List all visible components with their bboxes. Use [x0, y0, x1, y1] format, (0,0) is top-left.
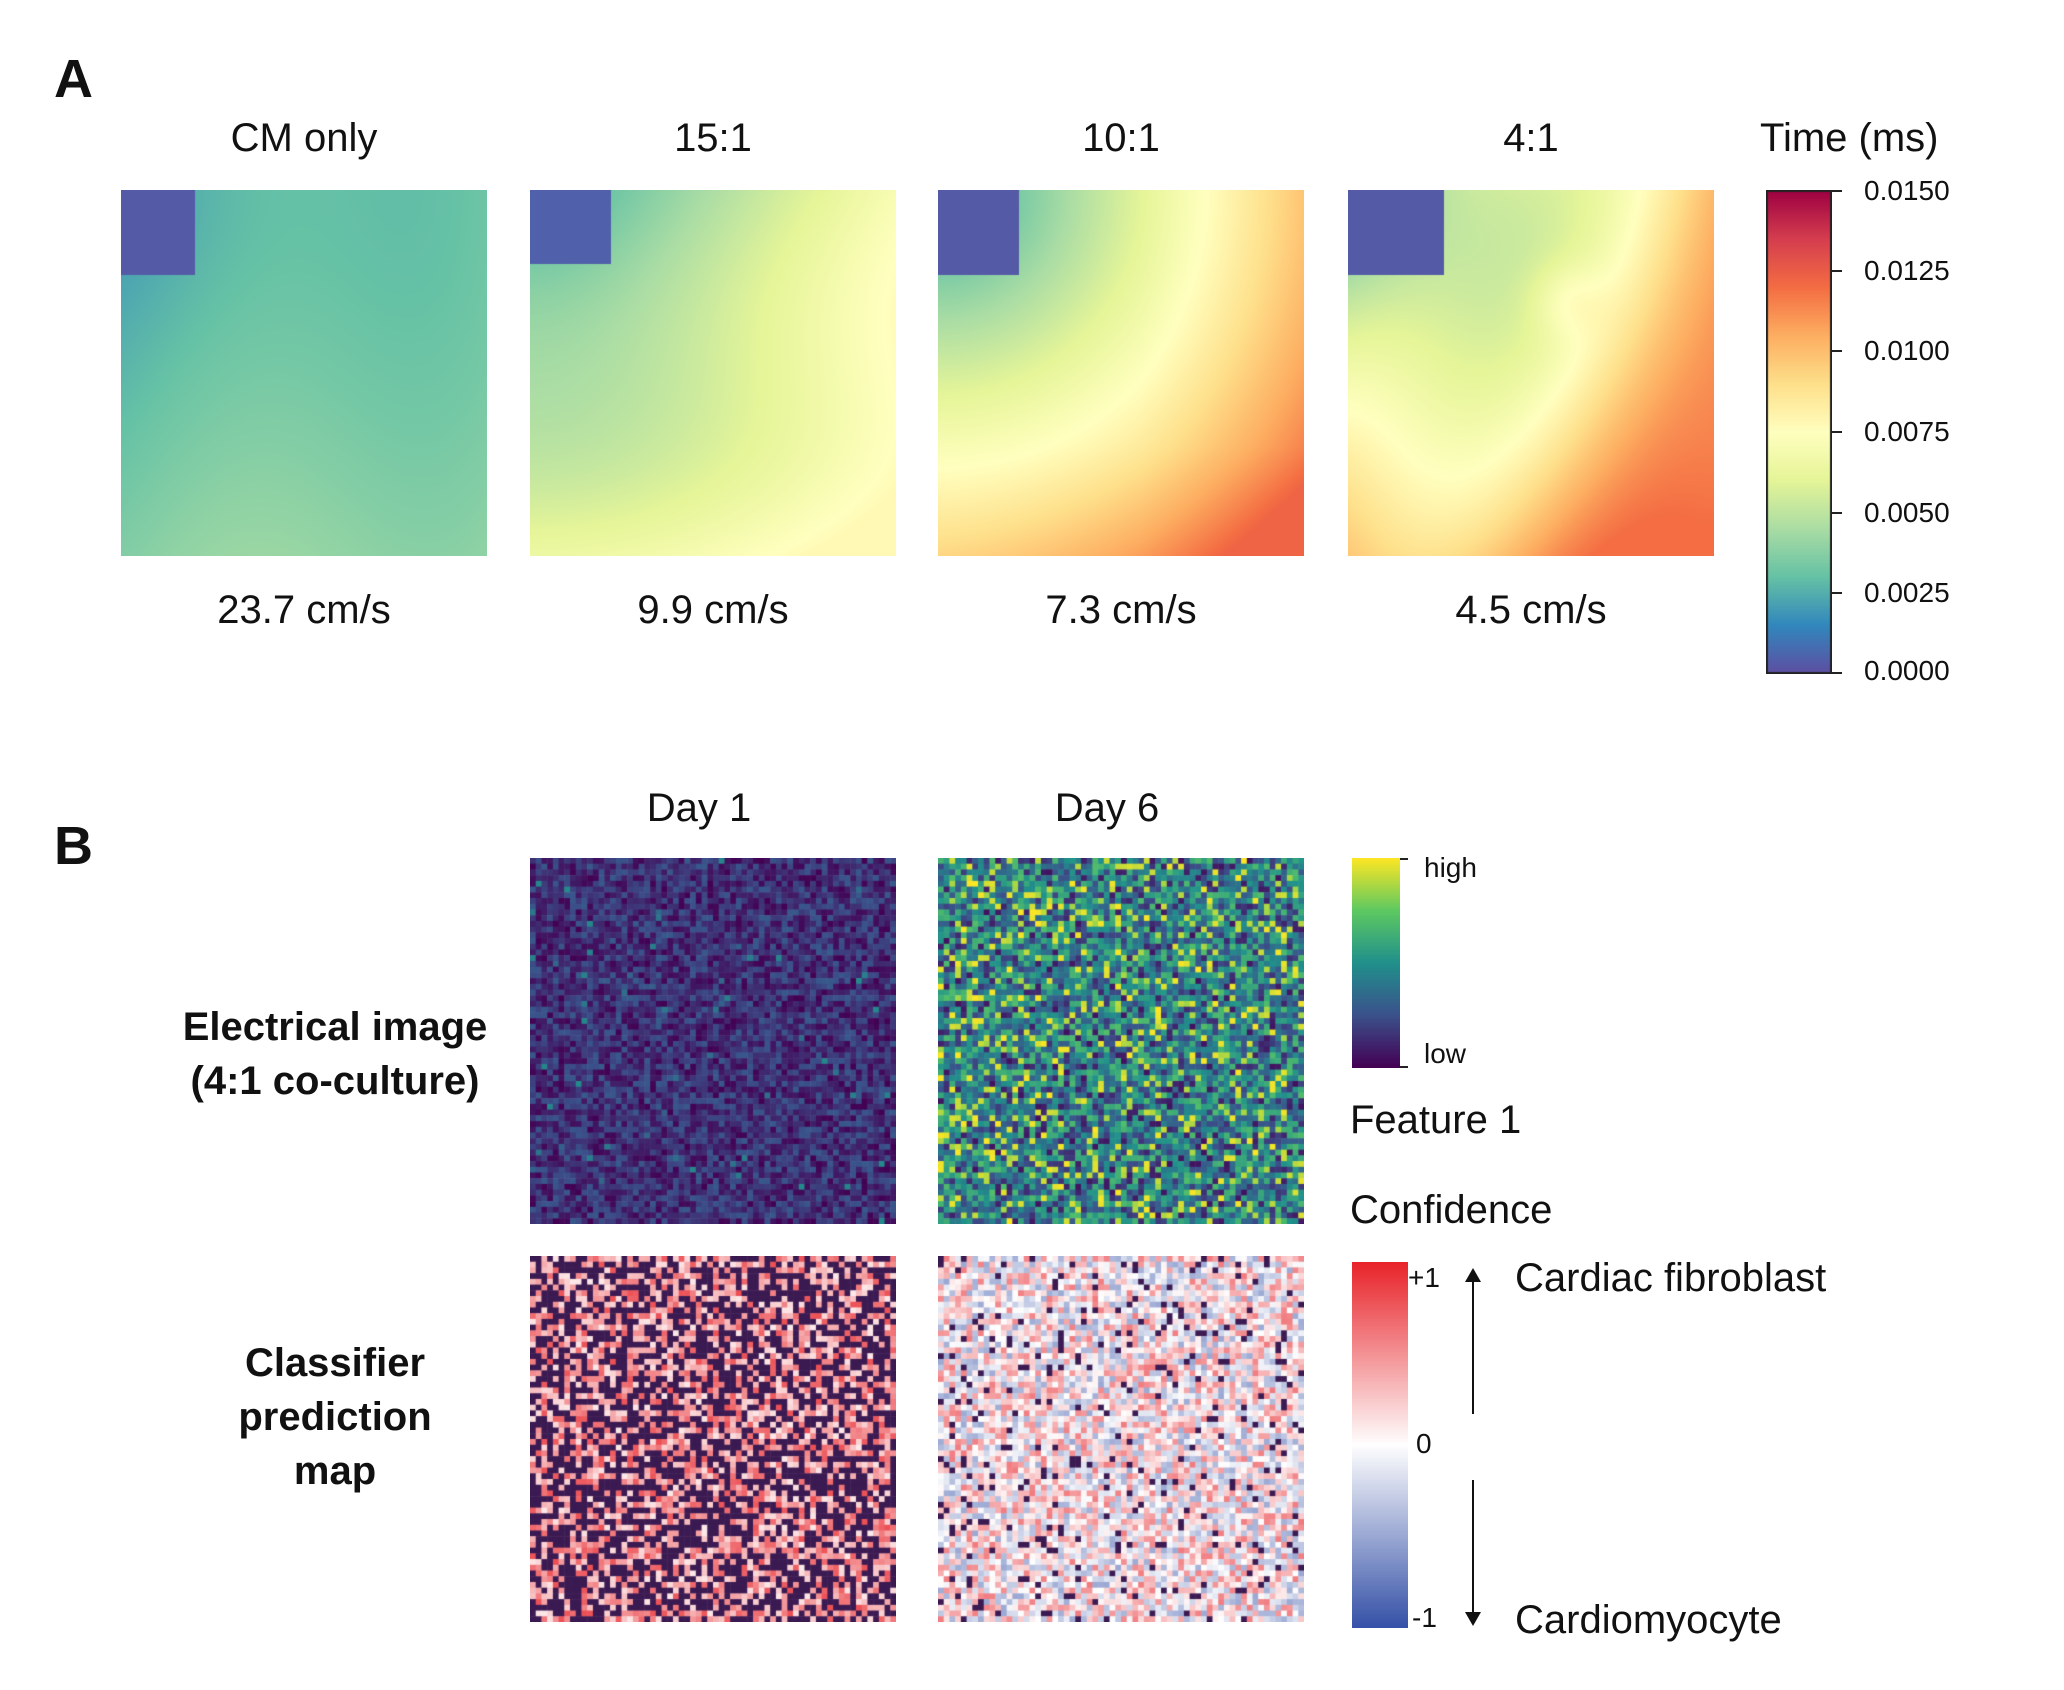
colorbar-tick-label: 0.0000 — [1864, 655, 1950, 686]
prediction-map-day-6 — [938, 1256, 1304, 1622]
electrical-image-day-6 — [938, 858, 1304, 1224]
activation-map-4-1 — [1348, 190, 1714, 556]
feature-high-label: high — [1424, 852, 1477, 883]
map-title-cm-only: CM only — [230, 116, 378, 160]
class-label-fibroblast: Cardiac fibroblast — [1515, 1256, 1827, 1300]
column-title-day-1: Day 1 — [646, 786, 752, 830]
row-label-electrical-image: Electrical image (4:1 co-culture) — [150, 1000, 520, 1108]
conduction-velocity-cm-only: 23.7 cm/s — [217, 588, 391, 632]
colorbar-tick-label: 0.0125 — [1864, 255, 1950, 286]
conduction-velocity-4-1: 4.5 cm/s — [1455, 588, 1607, 632]
row-label-line: prediction — [238, 1395, 432, 1439]
conduction-velocity-10-1: 7.3 cm/s — [1045, 588, 1197, 632]
activation-map-cm-only — [121, 190, 487, 556]
feature-low-label: low — [1424, 1038, 1467, 1069]
row-label-line: Electrical image — [182, 1005, 488, 1049]
map-title-10-1: 10:1 — [1082, 116, 1160, 160]
activation-map-10-1 — [938, 190, 1304, 556]
feature-legend-title: Feature 1 — [1350, 1098, 1522, 1142]
confidence-mid-value: 0 — [1416, 1428, 1432, 1459]
colorbar-tick-label: 0.0025 — [1864, 577, 1950, 608]
arrow-up-icon — [1465, 1268, 1481, 1282]
confidence-top-value: +1 — [1408, 1262, 1440, 1293]
row-label-classifier-map: Classifier prediction map — [150, 1336, 520, 1498]
prediction-map-day-1 — [530, 1256, 896, 1622]
class-label-cardiomyocyte: Cardiomyocyte — [1515, 1598, 1782, 1642]
row-label-line: map — [293, 1449, 377, 1493]
colorbar-tick-label: 0.0100 — [1864, 335, 1950, 366]
row-label-line: (4:1 co-culture) — [190, 1059, 480, 1103]
confidence-colorbar — [1352, 1262, 1408, 1628]
map-title-4-1: 4:1 — [1503, 116, 1559, 160]
colorbar-tick-label: 0.0075 — [1864, 416, 1950, 447]
arrow-down-icon — [1465, 1612, 1481, 1626]
map-title-15-1: 15:1 — [674, 116, 752, 160]
panel-a-label: A — [54, 49, 93, 109]
row-label-line: Classifier — [244, 1341, 426, 1385]
colorbar-tick-label: 0.0150 — [1864, 175, 1950, 206]
feature-colorbar-ticks — [1400, 858, 1408, 1068]
colorbar-title: Time (ms) — [1760, 116, 1939, 160]
colorbar-tick-marks — [1832, 190, 1842, 674]
feature-colorbar — [1352, 858, 1400, 1068]
time-colorbar — [1766, 190, 1832, 674]
conduction-velocity-15-1: 9.9 cm/s — [637, 588, 789, 632]
confidence-arrows — [1465, 1268, 1481, 1626]
electrical-image-day-1 — [530, 858, 896, 1224]
activation-map-15-1 — [530, 190, 896, 556]
panel-b-label: B — [54, 816, 93, 876]
confidence-legend-title: Confidence — [1350, 1188, 1553, 1232]
colorbar-tick-label: 0.0050 — [1864, 497, 1950, 528]
confidence-bottom-value: -1 — [1412, 1602, 1437, 1633]
column-title-day-6: Day 6 — [1054, 786, 1160, 830]
